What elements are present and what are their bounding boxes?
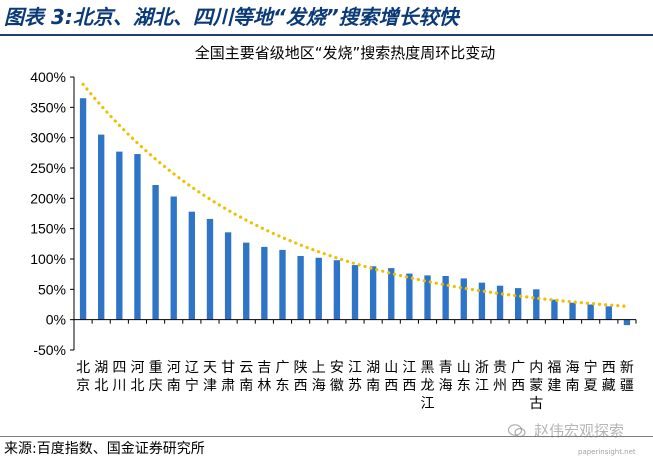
bar-series [79, 98, 631, 326]
x-tick-label: 河北 [130, 360, 144, 394]
footer-rule [0, 436, 653, 437]
bar [369, 266, 377, 320]
trend-line [81, 82, 629, 308]
bar-chart: 全国主要省级地区“发烧”搜索热度周环比变动 -50% 0% 50% 100% 150% 2… [30, 44, 637, 412]
x-tick-label: 广东 [275, 360, 289, 394]
y-tick-label: 100% [30, 251, 66, 267]
figure-title: 图表 3:北京、湖北、四川等地“发烧”搜索增长较快 [4, 5, 459, 29]
y-tick-label: 400% [30, 69, 66, 85]
y-axis: -50% 0% 50% 100% 150% 200% 250% 300% 350% 400% [30, 69, 75, 358]
x-tick-label: 西藏 [602, 360, 616, 394]
x-tick-label: 宁夏 [584, 359, 598, 394]
bar [514, 288, 522, 320]
x-tick-label: 上海 [312, 360, 326, 394]
x-tick-label: 安徽 [330, 360, 344, 394]
bar [79, 98, 87, 320]
chart-title: 全国主要省级地区“发烧”搜索热度周环比变动 [195, 44, 496, 62]
bar [442, 275, 449, 320]
x-tick-label: 北京 [76, 360, 90, 394]
trend-line-path [81, 82, 629, 308]
watermark: 赵伟宏观探索 paperinsight.net [498, 418, 650, 462]
x-tick-label: 黑龙江 [421, 360, 435, 412]
bar [134, 154, 141, 320]
bar [406, 273, 413, 320]
bar [98, 134, 105, 320]
bar [224, 232, 232, 320]
x-tick-label: 海南 [566, 360, 580, 394]
bar [170, 196, 177, 320]
bar [569, 302, 576, 320]
bar [206, 218, 214, 320]
y-tick-label: 50% [38, 281, 66, 297]
bar [424, 275, 431, 320]
y-tick-label: 300% [30, 130, 66, 146]
y-tick-label: 350% [30, 99, 66, 115]
x-tick-label: 辽宁 [185, 360, 199, 394]
watermark-subtext: paperinsight.net [578, 448, 636, 456]
bar [351, 265, 359, 320]
x-tick-label: 青海 [439, 360, 453, 394]
x-tick-label: 陕西 [294, 360, 308, 394]
bar [533, 289, 540, 320]
x-tick-label: 甘肃 [221, 360, 235, 394]
bar [279, 249, 286, 320]
x-tick-label: 新疆 [620, 360, 634, 394]
bar [297, 255, 304, 320]
bar [188, 211, 196, 320]
watermark-text: 赵伟宏观探索 [534, 422, 625, 440]
x-tick-label: 湖南 [366, 360, 380, 394]
bar [587, 304, 594, 320]
bar [243, 242, 250, 320]
bar [460, 278, 467, 320]
x-tick-label: 广西 [511, 360, 525, 394]
y-tick-label: 150% [30, 221, 66, 237]
bar [388, 268, 395, 320]
bar [261, 246, 268, 320]
bar [496, 285, 504, 320]
x-tick-label: 江西 [402, 360, 416, 394]
wechat-icon [508, 424, 526, 438]
source-note: 来源:百度指数、国金证券研究所 [4, 441, 205, 457]
x-tick-label: 重庆 [149, 360, 163, 394]
x-tick-label: 江苏 [348, 360, 362, 394]
x-tick-label: 内蒙古 [529, 360, 543, 412]
x-tick-label: 山西 [384, 360, 398, 394]
x-tick-label: 云南 [239, 360, 253, 394]
x-tick-label: 吉林 [257, 360, 271, 394]
bar [315, 257, 322, 320]
title-rule [0, 34, 653, 36]
bar [152, 184, 159, 320]
x-tick-label: 四川 [112, 360, 126, 394]
x-tick-label: 山东 [457, 360, 471, 394]
x-axis: 北京湖北四川河北重庆河南辽宁天津甘肃云南吉林广东陕西上海安徽江苏湖南山西江西黑龙… [73, 319, 637, 412]
y-tick-label: -50% [33, 342, 66, 358]
y-tick-label: 250% [30, 160, 66, 176]
bar [333, 260, 341, 320]
x-tick-label: 福建 [547, 360, 561, 394]
x-tick-label: 贵州 [493, 360, 507, 394]
bar [116, 151, 123, 320]
x-tick-label: 浙江 [475, 360, 489, 394]
y-tick-label: 0% [46, 312, 66, 328]
bar [551, 299, 558, 320]
y-tick-label: 200% [30, 190, 66, 206]
x-tick-label: 河南 [167, 360, 181, 394]
x-tick-label: 湖北 [94, 360, 108, 394]
x-tick-label: 天津 [203, 360, 217, 394]
bar [623, 319, 631, 326]
bar [605, 306, 612, 320]
bar [478, 282, 486, 320]
